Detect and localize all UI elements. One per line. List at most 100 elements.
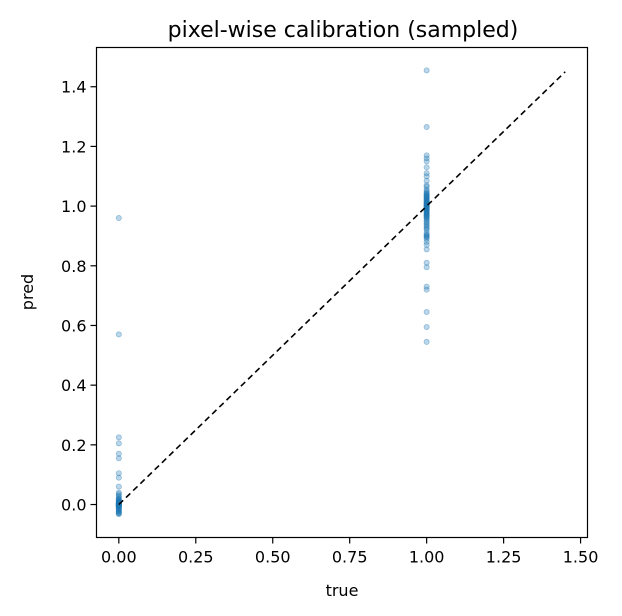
scatter-point — [423, 218, 430, 225]
scatter-point — [423, 206, 430, 213]
scatter-point — [423, 195, 430, 202]
y-tick-label: 0.0 — [61, 496, 86, 515]
scatter-point — [423, 231, 430, 238]
scatter-point — [115, 504, 122, 511]
plot-frame — [95, 46, 589, 539]
scatter-point — [423, 323, 430, 330]
y-tick-label: 0.8 — [61, 257, 86, 276]
x-tick-label: 1.25 — [486, 548, 522, 567]
x-tick-label: 1.00 — [409, 548, 445, 567]
x-axis-label: true — [326, 581, 359, 600]
scatter-point — [115, 510, 122, 517]
scatter-points — [115, 67, 430, 518]
scatter-point — [115, 496, 122, 503]
scatter-point — [115, 440, 122, 447]
scatter-point — [423, 189, 430, 196]
y-axis-label: pred — [18, 274, 37, 310]
x-tick-label: 0.50 — [255, 548, 291, 567]
scatter-point — [115, 502, 122, 509]
scatter-point — [423, 158, 430, 165]
scatter-point — [423, 238, 430, 245]
scatter-point — [115, 455, 122, 462]
scatter-point — [423, 235, 430, 242]
scatter-point — [115, 500, 122, 507]
scatter-point — [423, 259, 430, 266]
scatter-point — [423, 152, 430, 159]
scatter-point — [423, 195, 430, 202]
scatter-point — [115, 495, 122, 502]
scatter-point — [423, 226, 430, 233]
identity-reference-line — [118, 71, 566, 506]
scatter-point — [423, 212, 430, 219]
scatter-point — [115, 497, 122, 504]
x-tick-label: 0.75 — [332, 548, 368, 567]
plot-background — [96, 47, 588, 538]
scatter-point — [423, 124, 430, 131]
scatter-point — [115, 474, 122, 481]
scatter-point — [423, 211, 430, 218]
scatter-point — [115, 506, 122, 513]
scatter-point — [115, 509, 122, 516]
scatter-point — [423, 177, 430, 184]
scatter-point — [423, 212, 430, 219]
x-tick-label: 0.00 — [101, 548, 137, 567]
y-tick-label: 1.2 — [61, 137, 86, 156]
scatter-point — [423, 234, 430, 241]
scatter-point — [115, 506, 122, 513]
scatter-point — [423, 194, 430, 201]
scatter-point — [423, 192, 430, 199]
scatter-point — [423, 213, 430, 220]
scatter-point — [115, 505, 122, 512]
scatter-point — [115, 508, 122, 515]
x-axis-ticks: 0.00 0.25 0.50 0.75 1.00 1.25 1.50 — [101, 537, 598, 567]
scatter-point — [423, 223, 430, 230]
scatter-point — [423, 221, 430, 228]
scatter-point — [115, 497, 122, 504]
scatter-point — [423, 216, 430, 223]
y-axis-ticks: 0.0 0.2 0.4 0.6 0.8 1.0 1.2 1.4 — [61, 78, 97, 515]
chart-title: pixel-wise calibration (sampled) — [168, 18, 519, 43]
scatter-point — [115, 503, 122, 510]
scatter-point — [115, 491, 122, 498]
scatter-point — [423, 191, 430, 198]
scatter-point — [423, 209, 430, 216]
scatter-point — [423, 264, 430, 271]
scatter-point — [423, 214, 430, 221]
scatter-point — [115, 331, 122, 338]
y-tick-label: 0.2 — [61, 436, 86, 455]
scatter-point — [423, 183, 430, 190]
plot-area — [95, 46, 589, 539]
scatter-point — [423, 219, 430, 226]
scatter-point — [423, 215, 430, 222]
scatter-point — [423, 246, 430, 253]
scatter-point — [423, 201, 430, 208]
scatter-point — [115, 494, 122, 501]
scatter-point — [423, 241, 430, 248]
scatter-point — [115, 483, 122, 490]
scatter-point — [115, 489, 122, 496]
scatter-point — [423, 283, 430, 290]
scatter-point — [423, 207, 430, 214]
scatter-point — [423, 67, 430, 74]
scatter-point — [423, 188, 430, 195]
scatter-point — [423, 186, 430, 193]
scatter-point — [423, 198, 430, 205]
scatter-point — [423, 173, 430, 180]
scatter-point — [115, 511, 122, 518]
scatter-point — [423, 194, 430, 201]
scatter-point — [423, 191, 430, 198]
scatter-point — [423, 232, 430, 239]
x-tick-label: 0.25 — [178, 548, 214, 567]
scatter-point — [423, 197, 430, 204]
scatter-point — [423, 222, 430, 229]
scatter-point — [423, 286, 430, 293]
scatter-point — [423, 164, 430, 171]
scatter-point — [423, 232, 430, 239]
scatter-point — [423, 208, 430, 215]
scatter-point — [423, 170, 430, 177]
y-tick-label: 1.0 — [61, 197, 86, 216]
scatter-point — [115, 215, 122, 222]
scatter-point — [423, 209, 430, 216]
scatter-point — [423, 338, 430, 345]
